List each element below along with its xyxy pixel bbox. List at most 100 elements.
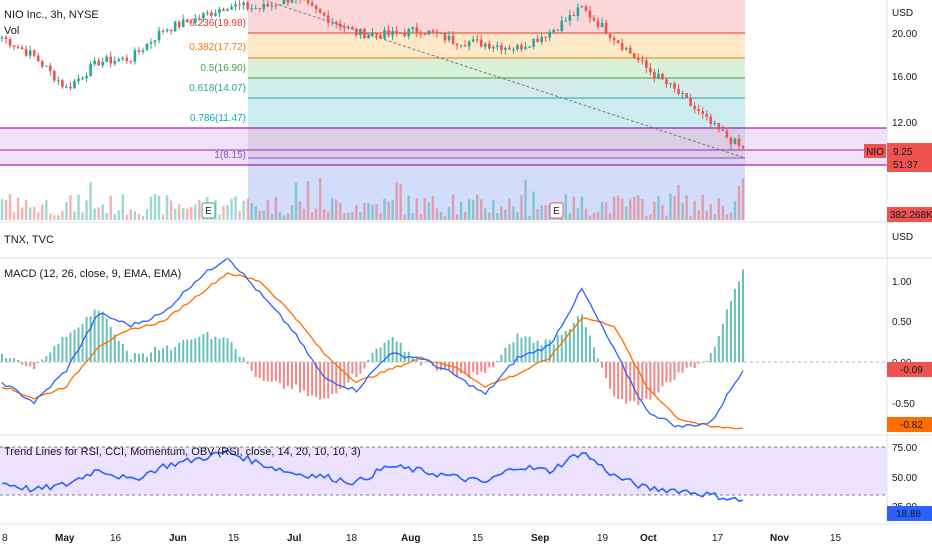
candle-body [149, 42, 153, 44]
time-tick: 18 [346, 533, 358, 544]
volume-bar [584, 208, 588, 220]
time-tick: Aug [401, 533, 420, 544]
candle-body [500, 45, 503, 50]
histogram-bar [588, 335, 591, 362]
fib-zone-blue [248, 158, 745, 220]
volume-bar [447, 207, 451, 220]
histogram-bar [637, 362, 640, 406]
histogram-bar [625, 362, 628, 404]
volume-bar [737, 185, 741, 220]
histogram-bar [230, 342, 233, 362]
candle-body [165, 29, 169, 32]
candle-body [318, 9, 322, 13]
candle-body [604, 22, 608, 35]
candle-body [65, 86, 68, 88]
volume-bar [439, 212, 443, 220]
candle-body [322, 12, 326, 16]
histogram-bar [399, 342, 402, 362]
fib-label-0382: 0.382(17.72) [189, 42, 246, 53]
tnx-label: TNX, TVC [4, 234, 54, 246]
candle-body [157, 30, 161, 41]
volume-badge: 382.268K [887, 207, 932, 222]
fib-labels: 0.236(19.98) 0.382(17.72) 0.5(16.90) 0.6… [189, 18, 246, 161]
volume-bar [137, 213, 141, 220]
candle-body [653, 72, 656, 79]
histogram-bar [1, 353, 3, 362]
candle-body [504, 47, 507, 50]
candle-body [351, 26, 354, 29]
volume-bar [463, 211, 467, 220]
volume-bar [379, 213, 382, 220]
volume-bar [4, 200, 8, 220]
time-tick: Jul [287, 533, 302, 544]
macd-tick-neg05: -0.50 [892, 399, 915, 410]
candle-body [568, 15, 572, 21]
volume-bar [721, 205, 725, 220]
ticker-badge-label: NIO [866, 147, 884, 158]
histogram-bar [69, 332, 72, 362]
fib-zone-cyan [248, 98, 745, 128]
histogram-bar [403, 351, 406, 362]
volume-bar [73, 211, 76, 220]
volume-bar [443, 215, 447, 220]
histogram-bar [121, 343, 124, 362]
candle-body [451, 35, 455, 44]
candle-body [580, 6, 584, 8]
histogram-bar [101, 311, 104, 362]
volume-bar [500, 206, 503, 220]
volume-bar [310, 212, 314, 220]
candle-body [218, 9, 221, 14]
macd-label: MACD (12, 26, close, 9, EMA, EMA) [4, 268, 181, 280]
volume-bar [733, 201, 737, 220]
volume-bar [476, 194, 479, 220]
volume-bar [294, 182, 298, 220]
volume-bar [471, 199, 475, 220]
histogram-bar [190, 339, 193, 362]
volume-bar [77, 194, 80, 220]
volume-bar [371, 204, 374, 220]
candle-body [592, 17, 596, 21]
histogram-bar [206, 331, 209, 362]
histogram-bar [629, 362, 632, 402]
earnings-marker-1[interactable]: E [201, 202, 216, 219]
histogram-bar [613, 362, 616, 397]
histogram-bar [335, 362, 338, 394]
candle-body [36, 55, 40, 62]
ticker-badge[interactable]: NIO [864, 144, 886, 158]
volume-bar [355, 205, 358, 220]
histogram-bar [133, 352, 136, 362]
candle-body [262, 3, 266, 10]
histogram-bar [677, 362, 680, 373]
volume-bar [282, 215, 286, 220]
volume-bar [129, 209, 133, 220]
volume-bar [633, 196, 636, 220]
volume-bar [399, 183, 402, 220]
volume-bar [302, 208, 306, 220]
histogram-bar [109, 326, 112, 362]
histogram-bar [311, 362, 314, 396]
fib-zone-teal [248, 78, 745, 98]
macd-histogram [1, 269, 744, 406]
earnings-marker-2[interactable]: E [549, 202, 564, 219]
histogram-bar [162, 348, 165, 362]
candle-body [681, 93, 684, 95]
histogram-bar [323, 362, 326, 399]
candle-body [226, 9, 229, 11]
histogram-bar [299, 362, 302, 393]
candle-body [520, 45, 523, 50]
histogram-bar [411, 356, 414, 362]
histogram-bar [41, 359, 44, 362]
candle-body [32, 50, 36, 56]
volume-bar [709, 203, 712, 220]
histogram-bar [669, 362, 672, 383]
candle-body [24, 49, 28, 56]
candle-body [641, 60, 644, 62]
volume-bar [339, 202, 342, 220]
volume-bar [451, 194, 455, 220]
volume-bar [351, 212, 354, 220]
histogram-bar [508, 344, 511, 362]
volume-bar [258, 210, 261, 220]
histogram-bar [303, 362, 306, 391]
volume-bar [415, 198, 418, 220]
volume-bar [576, 208, 580, 220]
